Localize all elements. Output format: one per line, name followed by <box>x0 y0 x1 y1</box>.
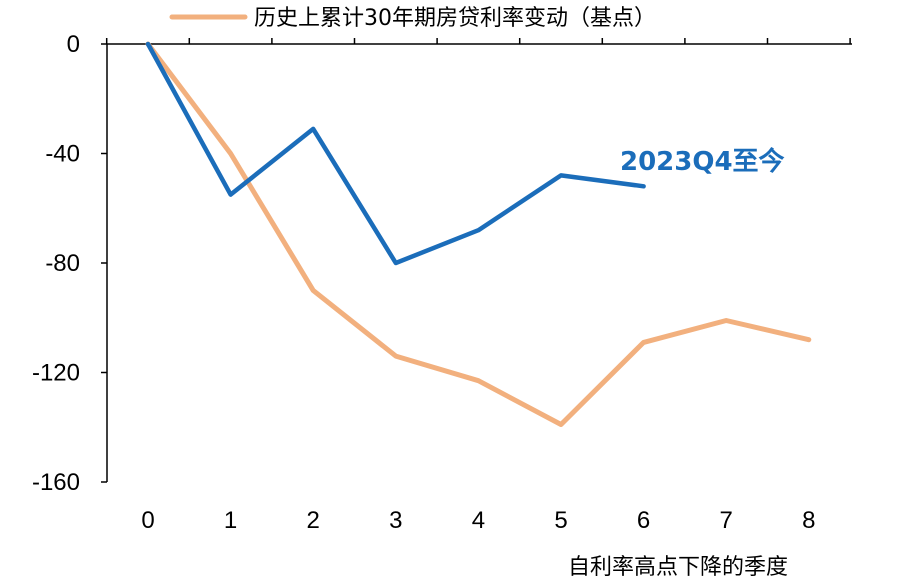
axes <box>106 43 852 482</box>
y-ticks: 0 -40 -80 -120 -160 <box>32 31 107 496</box>
y-tick-label: 0 <box>67 31 80 58</box>
x-tick-label: 3 <box>389 507 402 534</box>
x-tick-label: 1 <box>224 507 237 534</box>
x-tick-label: 6 <box>637 507 650 534</box>
x-axis-title: 自利率高点下降的季度 <box>568 555 788 580</box>
y-tick-label: -160 <box>32 469 80 496</box>
y-tick-label: -120 <box>32 360 80 387</box>
x-ticks: 0 1 2 3 4 5 6 7 8 <box>105 38 851 534</box>
series-line-historical <box>145 41 812 427</box>
x-tick-label: 4 <box>472 507 485 534</box>
annotation-2023q4: 2023Q4至今 <box>620 146 785 177</box>
legend: 历史上累计30年期房贷利率变动（基点） <box>169 6 656 31</box>
x-tick-label: 0 <box>141 507 154 534</box>
x-tick-label: 5 <box>554 507 567 534</box>
x-tick-label: 7 <box>720 507 733 534</box>
series-line-2023q4 <box>145 41 646 266</box>
x-tick-label: 8 <box>802 507 815 534</box>
series-layer <box>145 41 812 427</box>
x-tick-label: 2 <box>307 507 320 534</box>
y-tick-label: -80 <box>45 250 80 277</box>
legend-label-historical: 历史上累计30年期房贷利率变动（基点） <box>254 6 656 31</box>
y-tick-label: -40 <box>45 141 80 168</box>
